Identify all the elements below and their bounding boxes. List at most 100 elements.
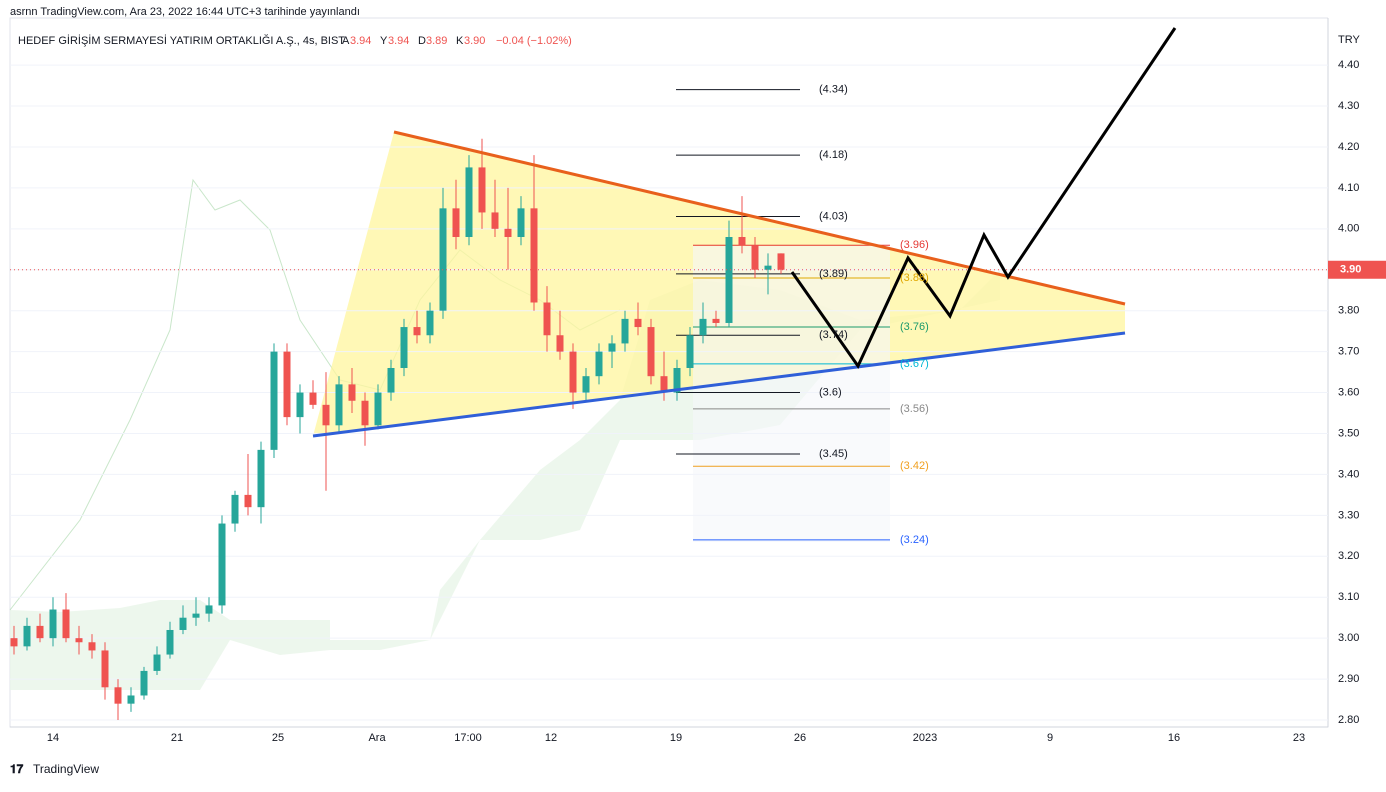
x-tick-label: 14: [47, 732, 59, 744]
candle-body: [296, 392, 304, 418]
candle-body: [530, 208, 538, 303]
footer-logo: 𝟏𝟕 TradingView: [10, 762, 99, 776]
fib-label: (3.67): [900, 358, 929, 370]
candle-body: [751, 245, 759, 270]
fib-label: (4.34): [819, 84, 848, 96]
candle-body: [517, 208, 525, 238]
logo-mark: 𝟏𝟕: [10, 762, 24, 776]
candle-body: [218, 523, 226, 606]
candle-body: [101, 650, 109, 688]
candle-body: [270, 351, 278, 450]
candle-body: [49, 609, 57, 639]
candle-body: [140, 670, 148, 696]
currency: TRY: [1338, 34, 1360, 46]
ohlc-label: D: [418, 35, 426, 47]
candle-body: [244, 494, 252, 508]
candle-body: [764, 265, 772, 270]
fib-label: (3.42): [900, 460, 929, 472]
candle-body: [88, 642, 96, 651]
candle-body: [660, 376, 668, 393]
candle-body: [452, 208, 460, 238]
x-tick-label: 23: [1293, 732, 1305, 744]
ohlc-value: 3.94: [350, 35, 371, 47]
x-tick-label: 16: [1168, 732, 1180, 744]
fib-label: (3.89): [819, 268, 848, 280]
y-tick-label: 2.80: [1338, 714, 1359, 726]
candle-body: [231, 494, 239, 524]
candle-body: [387, 367, 395, 393]
ohlc-label: K: [456, 35, 464, 47]
candle-body: [374, 392, 382, 426]
fib-label: (3.74): [819, 329, 848, 341]
x-tick-label: Ara: [368, 732, 386, 744]
projection-path: [790, 27, 1177, 369]
y-tick-label: 3.30: [1338, 509, 1359, 521]
x-tick-label: 25: [272, 732, 284, 744]
fib-label: (3.24): [900, 534, 929, 546]
candle-body: [673, 367, 681, 393]
candle-body: [621, 318, 629, 344]
x-tick-label: 26: [794, 732, 806, 744]
y-tick-label: 3.20: [1338, 550, 1359, 562]
candle-body: [62, 609, 70, 639]
x-tick-label: 21: [171, 732, 183, 744]
candle-body: [569, 351, 577, 393]
y-tick-label: 4.20: [1338, 141, 1359, 153]
fib-label: (3.76): [900, 321, 929, 333]
candle-body: [192, 613, 200, 618]
ohlc-label: A: [342, 35, 350, 47]
candle-body: [738, 237, 746, 246]
candle-body: [465, 167, 473, 238]
y-tick-label: 3.50: [1338, 427, 1359, 439]
fib-label: (3.88): [900, 272, 929, 284]
candle-body: [699, 318, 707, 336]
candle-body: [283, 351, 291, 418]
x-tick-label: 9: [1047, 732, 1053, 744]
candle-body: [322, 404, 330, 426]
y-tick-label: 3.40: [1338, 468, 1359, 480]
y-tick-label: 3.10: [1338, 591, 1359, 603]
last-price-label: 3.90: [1340, 264, 1361, 276]
candle-body: [777, 253, 785, 270]
support-line: [312, 331, 1126, 438]
symbol: HEDEF GİRİŞİM SERMAYESİ YATIRIM ORTAKLIĞ…: [18, 34, 345, 47]
candle-body: [478, 167, 486, 213]
candle-body: [153, 654, 161, 671]
ohlc-value: 3.94: [388, 35, 409, 47]
candle-body: [504, 228, 512, 238]
y-tick-label: 4.30: [1338, 100, 1359, 112]
ohlc-value: 3.89: [426, 35, 447, 47]
candle-body: [426, 310, 434, 336]
candle-body: [712, 318, 720, 323]
ohlc-label: Y: [380, 35, 388, 47]
y-tick-label: 3.80: [1338, 305, 1359, 317]
candle-body: [127, 695, 135, 704]
axis-cap: [1328, 0, 1386, 18]
x-tick-label: 17:00: [454, 732, 482, 744]
y-tick-label: 2.90: [1338, 673, 1359, 685]
y-tick-label: 3.60: [1338, 386, 1359, 398]
candle-body: [725, 237, 733, 323]
ohlc-value: 3.90: [464, 35, 485, 47]
resistance-line: [393, 130, 1126, 306]
fib-zone: [693, 246, 890, 542]
candle-body: [400, 327, 408, 368]
candle-body: [556, 335, 564, 352]
candle-body: [36, 625, 44, 639]
candle-body: [686, 335, 694, 368]
candle-body: [309, 392, 317, 405]
ohlc-change: −0.04 (−1.02%): [496, 35, 572, 47]
x-tick-label: 19: [670, 732, 682, 744]
candle-body: [179, 617, 187, 630]
candle-body: [166, 629, 174, 655]
candle-body: [348, 384, 356, 401]
y-tick-label: 4.00: [1338, 223, 1359, 235]
y-tick-label: 3.70: [1338, 346, 1359, 358]
x-tick-label: 12: [545, 732, 557, 744]
candle-body: [10, 638, 18, 647]
footer-text: TradingView: [33, 762, 99, 776]
fib-label: (3.96): [900, 239, 929, 251]
y-tick-label: 3.00: [1338, 632, 1359, 644]
candle-body: [439, 208, 447, 311]
